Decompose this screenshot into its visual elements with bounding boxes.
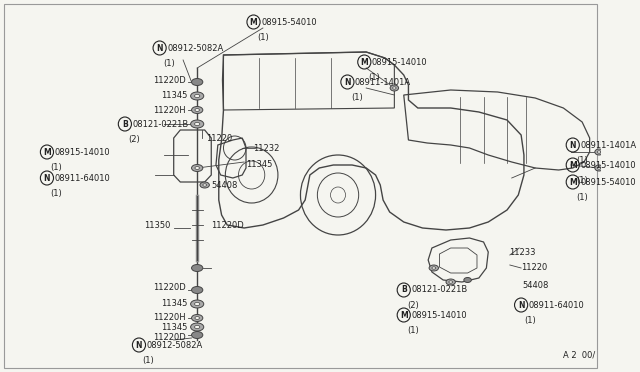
Ellipse shape (597, 167, 601, 169)
Text: 08911-1401A: 08911-1401A (355, 77, 411, 87)
Ellipse shape (597, 151, 601, 153)
Ellipse shape (191, 300, 204, 308)
Ellipse shape (195, 109, 200, 111)
Text: (1): (1) (576, 156, 588, 165)
Text: (1): (1) (257, 33, 269, 42)
Text: (1): (1) (576, 176, 588, 185)
Text: 11350: 11350 (145, 221, 171, 230)
Text: 11345: 11345 (161, 298, 188, 308)
Text: (1): (1) (525, 316, 536, 325)
Ellipse shape (191, 286, 203, 294)
Text: 08912-5082A: 08912-5082A (147, 340, 203, 350)
Ellipse shape (200, 182, 209, 188)
Text: N: N (136, 340, 142, 350)
Text: (1): (1) (51, 163, 62, 172)
Text: 08912-5082A: 08912-5082A (167, 44, 223, 52)
Ellipse shape (429, 265, 438, 271)
Text: (1): (1) (163, 59, 175, 68)
Ellipse shape (191, 164, 203, 171)
Text: 11220D: 11220D (153, 283, 186, 292)
Text: (1): (1) (576, 193, 588, 202)
Text: 11233: 11233 (509, 247, 536, 257)
Ellipse shape (446, 279, 456, 285)
Text: 08121-0221B: 08121-0221B (412, 285, 467, 295)
Ellipse shape (203, 184, 207, 186)
Text: 11220D: 11220D (153, 333, 186, 341)
Ellipse shape (191, 120, 204, 128)
Ellipse shape (191, 323, 204, 331)
Text: 11220H: 11220H (154, 312, 186, 321)
Ellipse shape (191, 78, 203, 86)
Text: M: M (569, 177, 577, 186)
Text: M: M (400, 311, 408, 320)
Text: M: M (569, 160, 577, 170)
Ellipse shape (191, 106, 203, 113)
Ellipse shape (195, 167, 200, 169)
Ellipse shape (191, 314, 203, 321)
Text: 11220: 11220 (521, 263, 547, 273)
Ellipse shape (432, 267, 436, 269)
Ellipse shape (195, 94, 200, 97)
Text: (1): (1) (143, 356, 154, 365)
Text: 08911-1401A: 08911-1401A (580, 141, 636, 150)
Text: 08915-14010: 08915-14010 (372, 58, 428, 67)
Text: (1): (1) (407, 326, 419, 335)
Text: M: M (360, 58, 368, 67)
Text: 08121-0221B: 08121-0221B (132, 119, 189, 128)
Text: M: M (250, 17, 257, 26)
Text: 08915-14010: 08915-14010 (412, 311, 467, 320)
Ellipse shape (191, 331, 203, 339)
Text: N: N (570, 141, 576, 150)
Text: 11345: 11345 (246, 160, 273, 169)
Ellipse shape (595, 149, 604, 155)
Ellipse shape (191, 92, 204, 100)
Text: A 2  00/: A 2 00/ (563, 351, 595, 360)
Text: 08911-64010: 08911-64010 (54, 173, 110, 183)
Text: N: N (518, 301, 524, 310)
Text: 11220D: 11220D (153, 76, 186, 84)
Text: (1): (1) (351, 93, 363, 102)
Text: 08915-14010: 08915-14010 (54, 148, 110, 157)
Ellipse shape (464, 278, 471, 282)
Text: 08915-54010: 08915-54010 (580, 177, 636, 186)
Text: B: B (122, 119, 128, 128)
Text: (2): (2) (407, 301, 419, 310)
Text: (2): (2) (129, 135, 140, 144)
Text: 08915-54010: 08915-54010 (261, 17, 317, 26)
Ellipse shape (195, 317, 200, 320)
Text: N: N (44, 173, 50, 183)
Text: 54408: 54408 (522, 280, 548, 289)
Ellipse shape (191, 264, 203, 272)
Ellipse shape (449, 281, 452, 283)
Text: (1): (1) (51, 189, 62, 198)
Ellipse shape (195, 122, 200, 126)
Text: 54408: 54408 (211, 180, 237, 189)
Text: 08915-14010: 08915-14010 (580, 160, 636, 170)
Ellipse shape (393, 87, 396, 89)
Ellipse shape (195, 326, 200, 328)
Text: 11232: 11232 (253, 144, 280, 153)
Text: N: N (156, 44, 163, 52)
Text: 11220H: 11220H (154, 106, 186, 115)
Text: 08911-64010: 08911-64010 (529, 301, 584, 310)
Text: 11220: 11220 (207, 134, 233, 142)
Text: 11345: 11345 (161, 90, 188, 99)
Text: B: B (401, 285, 406, 295)
Text: 11220D: 11220D (211, 221, 244, 230)
Ellipse shape (195, 302, 200, 306)
Text: (1): (1) (368, 73, 380, 82)
Text: 11345: 11345 (161, 323, 188, 331)
Ellipse shape (390, 85, 399, 91)
Text: N: N (344, 77, 351, 87)
Ellipse shape (595, 165, 604, 171)
Text: M: M (43, 148, 51, 157)
